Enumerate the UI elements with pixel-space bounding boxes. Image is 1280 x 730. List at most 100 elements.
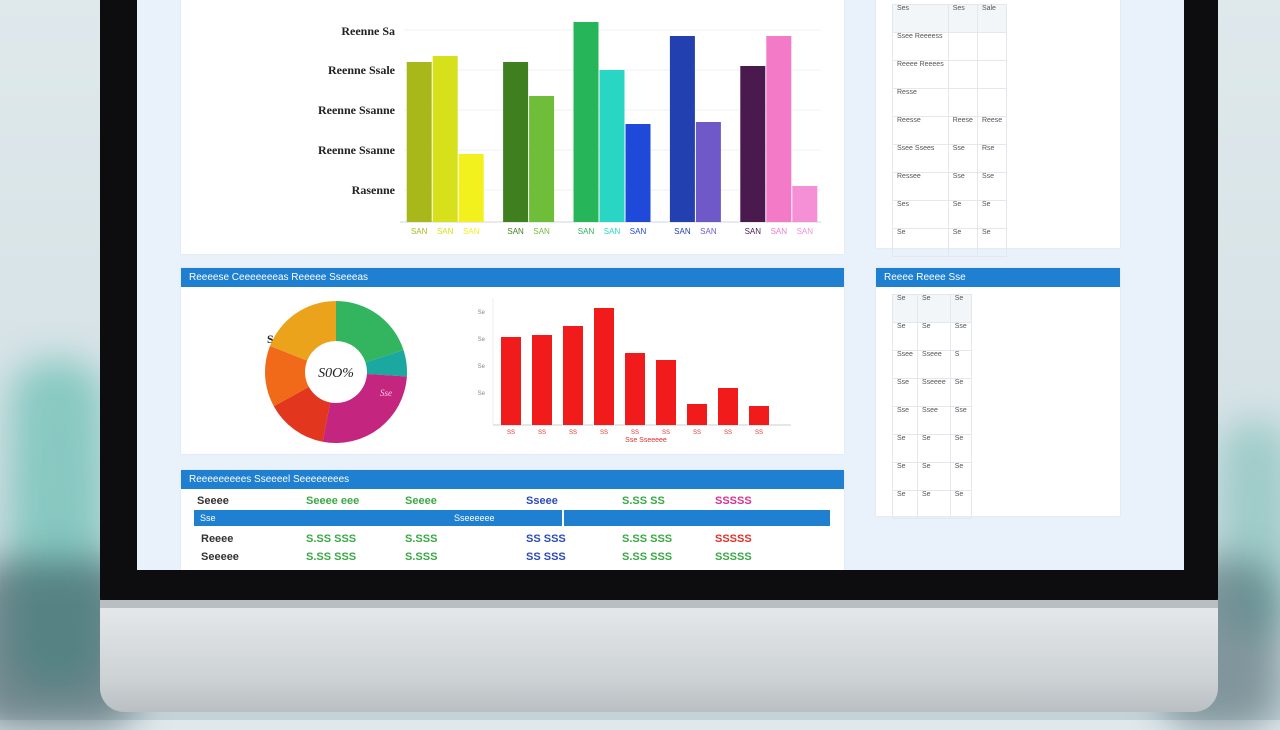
table-cell [976, 32, 1008, 61]
table-row: Resse [892, 88, 1008, 117]
side-table-2-header: Reeee Reeee Sse [876, 268, 1120, 287]
donut-slice [265, 345, 309, 407]
x-tick-label: SS [507, 430, 515, 436]
table-cell: Se [976, 228, 1008, 257]
x-tick-label: SAN [745, 227, 762, 236]
bar [501, 337, 521, 425]
table-row: Ressee Sse Sse [892, 172, 1008, 201]
donut-slice [365, 350, 407, 377]
bar [594, 308, 614, 425]
monitor-chin-edge [100, 600, 1218, 608]
x-tick-label: SAN [797, 227, 814, 236]
table-cell: Se [949, 434, 972, 463]
subheader-cell: Sse [200, 513, 216, 523]
table-cell: S.SS SSS [622, 551, 673, 563]
table-row: Ssee Sseee S [892, 350, 972, 379]
side-table-card: Ses Ses Sale Ssee Reeeess Reeee Reeees Resse R… [876, 0, 1120, 257]
table-cell: Sse [892, 406, 918, 435]
table-cell: Ssee Ssees [892, 144, 949, 173]
y-axis-label: Reenne Ssanne [317, 103, 395, 117]
table-cell: S.SSS [405, 551, 438, 563]
bar [503, 62, 529, 222]
y-tick-label: Se [478, 391, 486, 397]
table-cell: Reese [947, 116, 978, 145]
x-tick-label: SAN [700, 227, 717, 236]
table-row: Se Se Se [892, 228, 1008, 257]
x-tick-label: SAN [578, 227, 595, 236]
bar [529, 96, 555, 222]
x-tick-label: SAN [604, 227, 621, 236]
table-cell: Se [892, 462, 918, 491]
bar [669, 36, 695, 222]
table-cell: Se [916, 462, 951, 491]
table-cell [947, 60, 978, 89]
table-cell: Ses [947, 4, 978, 33]
table-cell: S [949, 350, 972, 379]
table-cell: Resse [892, 88, 949, 117]
table-cell: Se [916, 294, 951, 323]
top-bar-chart-card: Reenne Sa Reenne Ssale Reenne Ssanne Ree… [181, 0, 844, 254]
table-cell [976, 60, 1008, 89]
donut-slice [336, 301, 404, 363]
y-axis-label: Rasenne [351, 183, 395, 197]
table-cell: SSSSS [715, 551, 752, 563]
y-tick-label: Se [478, 310, 486, 316]
section-header: Reeeese Ceeeeeeeas Reeeee Sseeeas [181, 268, 844, 287]
table-cell: Seeee [197, 495, 229, 507]
table-cell: Se [892, 434, 918, 463]
table-row: Ses Ses Sale [892, 4, 1008, 33]
x-tick-label: SAN [507, 227, 524, 236]
table-row: Seeeee S.SS SSS S.SSS SS SSS S.SS SSS SS… [181, 548, 844, 568]
bar [718, 388, 738, 425]
table-row: Sse Sseeee Se [892, 378, 972, 407]
x-tick-label: SAN [411, 227, 428, 236]
table-cell: Reesse [892, 116, 949, 145]
table-cell: Se [892, 490, 918, 519]
x-tick-label: SS [693, 430, 701, 436]
table-cell: Se [892, 322, 918, 351]
y-axis-label: Reenne Sa [341, 24, 395, 38]
table-cell: Rse [976, 144, 1008, 173]
table-subheader-bar: Sse Sseeeeee [194, 510, 830, 526]
x-tick-label: SAN [533, 227, 550, 236]
bar [432, 56, 458, 222]
table-row: Ssee Reeeess [892, 32, 1008, 61]
table-row: Se Se Se [892, 434, 972, 463]
bar [406, 62, 432, 222]
table-cell: Se [949, 490, 972, 519]
x-tick-label: SS [631, 430, 639, 436]
table-cell: SSSSS [715, 495, 752, 507]
x-tick-label: SAN [630, 227, 647, 236]
bar [749, 406, 769, 425]
donut-slice-label: Sse [380, 388, 392, 398]
side-data-table: Ses Ses Sale Ssee Reeeess Reeee Reeees Resse R… [892, 4, 1008, 257]
bar [625, 353, 645, 425]
table-cell: Ses [892, 200, 949, 229]
table-cell: Reeee [201, 533, 234, 545]
table-row: Ssee Ssees Sse Rse [892, 144, 1008, 173]
x-tick-label: SS [600, 430, 608, 436]
table-cell: Se [892, 294, 918, 323]
table-row: Se Se Se [892, 490, 972, 519]
table-row: Se Se Se [892, 462, 972, 491]
table-cell: Seeee [405, 495, 437, 507]
bar [573, 22, 599, 222]
x-tick-label: SS [755, 430, 763, 436]
table-cell: Ssee Reeeess [892, 32, 949, 61]
table-cell: Reeee Reeees [892, 60, 949, 89]
monitor-screen: Reenne Sa Reenne Ssale Reenne Ssanne Ree… [137, 0, 1184, 570]
table-cell: Sale [976, 4, 1008, 33]
bar [766, 36, 792, 222]
x-axis-title: Sse Sseeeee [625, 437, 667, 444]
y-tick-label: Se [478, 364, 486, 370]
table-row: Sse Ssee Sse [892, 406, 972, 435]
table-cell: Reese [976, 116, 1008, 145]
x-tick-label: SS [569, 430, 577, 436]
sort-indicator-icon[interactable] [562, 510, 564, 526]
table-cell: Seeee eee [306, 495, 360, 507]
bar [656, 360, 676, 425]
table-cell: Sse [976, 172, 1008, 201]
table-cell: Se [916, 322, 951, 351]
table-cell: Sse [947, 172, 978, 201]
